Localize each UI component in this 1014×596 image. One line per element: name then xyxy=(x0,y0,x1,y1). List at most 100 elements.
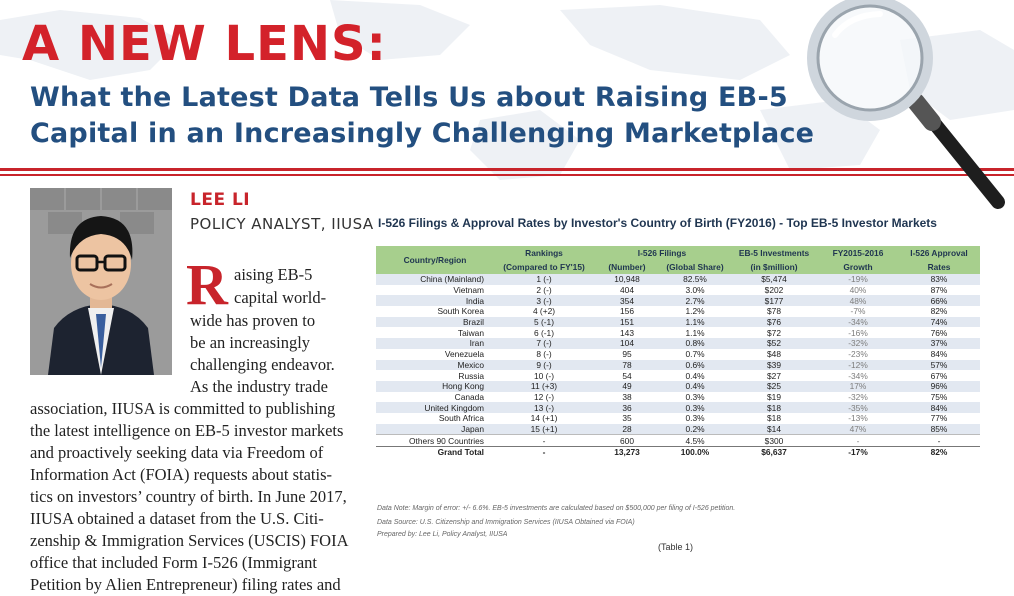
cell-number: 38 xyxy=(622,391,632,402)
article-line: association, IIUSA is committed to publi… xyxy=(30,399,336,418)
cell-growth: -34% xyxy=(818,316,898,328)
cell-rank: - xyxy=(494,445,594,458)
article-line: the latest intelligence on EB-5 investor… xyxy=(30,421,344,440)
cell-growth: -32% xyxy=(848,391,868,402)
table-row: Taiwan 6 (-1) 143 1.1% $72 -16% 76% xyxy=(376,327,980,338)
cell-investment: $18 xyxy=(730,402,818,413)
cell-share: 0.4% xyxy=(660,380,730,392)
cell-approval: 85% xyxy=(898,423,980,435)
table-row: India 3 (-) 354 2.7% $177 48% 66% xyxy=(376,295,980,307)
cell-share: 3.0% xyxy=(685,285,705,296)
header-filings-number: (Number) xyxy=(594,260,660,274)
cell-country: Venezuela xyxy=(444,349,484,360)
cell-approval: 37% xyxy=(898,338,980,349)
cell-investment: $52 xyxy=(730,338,818,349)
cell-investment: $5,474 xyxy=(730,274,818,285)
table-row: Canada 12 (-) 38 0.3% $19 -32% 75% xyxy=(376,392,980,403)
cell-share: 1.1% xyxy=(685,327,705,338)
header-rankings: Rankings xyxy=(494,246,594,260)
table-row: Brazil 5 (-1) 151 1.1% $76 -34% 74% xyxy=(376,316,980,328)
author-name: LEE LI xyxy=(190,190,251,210)
table-subheader-row: (Compared to FY'15) (Number) (Global Sha… xyxy=(376,260,980,274)
cell-country: India xyxy=(376,295,494,307)
cell-number: 95 xyxy=(622,349,632,360)
cell-investment: $177 xyxy=(730,295,818,307)
cell-investment: $14 xyxy=(730,423,818,435)
header-approval-sub: Rates xyxy=(898,260,980,274)
cell-approval: 67% xyxy=(930,370,948,381)
cell-rank: 6 (-1) xyxy=(533,327,554,338)
cell-growth: -19% xyxy=(818,274,898,285)
cell-share: 0.3% xyxy=(685,413,705,424)
article-line: zenship & Immigration Services (USCIS) F… xyxy=(30,531,349,550)
cell-rank: 12 (-) xyxy=(533,391,554,402)
cell-number: 54 xyxy=(622,370,632,381)
cell-rank: 1 (-) xyxy=(494,274,594,285)
cell-rank: 10 (-) xyxy=(533,370,554,381)
article-line: be an increasingly xyxy=(190,333,311,352)
cell-growth: 17% xyxy=(818,380,898,392)
cell-investment: $76 xyxy=(730,316,818,328)
table-row: Vietnam 2 (-) 404 3.0% $202 40% 87% xyxy=(376,285,980,296)
cell-country: Japan xyxy=(376,423,494,435)
cell-country: Taiwan xyxy=(457,327,484,338)
header-investments: EB-5 Investments xyxy=(730,246,818,260)
cell-country: Hong Kong xyxy=(376,380,494,392)
cell-number: 10,948 xyxy=(594,274,660,285)
cell-growth: 40% xyxy=(849,285,867,296)
headline-line-2: Capital in an Increasingly Challenging M… xyxy=(30,118,815,149)
article-line: challenging endeavor. xyxy=(190,355,335,374)
header-growth-sub: Growth xyxy=(818,260,898,274)
prepared-by: Prepared by: Lee Li, Policy Analyst, IIU… xyxy=(377,531,508,538)
article-headline: What the Latest Data Tells Us about Rais… xyxy=(30,80,830,152)
article-line: IIUSA obtained a dataset from the U.S. C… xyxy=(30,509,324,528)
cell-share: 1.2% xyxy=(685,306,705,317)
header-divider-top xyxy=(0,168,1014,171)
cell-number: 143 xyxy=(620,327,634,338)
header-growth: FY2015-2016 xyxy=(818,246,898,260)
cell-approval: 96% xyxy=(898,380,980,392)
table-row: Venezuela 8 (-) 95 0.7% $48 -23% 84% xyxy=(376,349,980,360)
cell-country: Vietnam xyxy=(453,285,484,296)
cell-rank: 2 (-) xyxy=(536,285,552,296)
cell-investment: $6,637 xyxy=(730,445,818,458)
table-row: United Kingdom 13 (-) 36 0.3% $18 -35% 84% xyxy=(376,402,980,413)
cell-number: 13,273 xyxy=(594,445,660,458)
cell-share: 4.5% xyxy=(660,434,730,447)
cell-share: 0.8% xyxy=(660,338,730,349)
cell-investment: $202 xyxy=(764,285,784,296)
cell-rank: - xyxy=(494,434,594,447)
cell-share: 100.0% xyxy=(660,445,730,458)
cell-growth: -34% xyxy=(848,370,868,381)
author-title: POLICY ANALYST, IIUSA xyxy=(190,215,374,233)
table-row: South Africa 14 (+1) 35 0.3% $18 -13% 77% xyxy=(376,413,980,424)
cell-growth: 48% xyxy=(818,295,898,307)
table-row: Iran 7 (-) 104 0.8% $52 -32% 37% xyxy=(376,338,980,349)
table-row: Japan 15 (+1) 28 0.2% $14 47% 85% xyxy=(376,423,980,435)
cell-approval: 75% xyxy=(930,391,948,402)
cell-investment: $48 xyxy=(767,349,781,360)
cell-growth: -7% xyxy=(850,306,866,317)
cell-country: Grand Total xyxy=(376,445,494,458)
cell-number: 28 xyxy=(594,423,660,435)
cell-rank: 7 (-) xyxy=(494,338,594,349)
cell-approval: 57% xyxy=(898,359,980,371)
cell-country: United Kingdom xyxy=(376,402,494,413)
cell-rank: 4 (+2) xyxy=(532,306,556,317)
cell-growth: -23% xyxy=(848,349,868,360)
table-row: South Korea 4 (+2) 156 1.2% $78 -7% 82% xyxy=(376,306,980,317)
article-line: office that included Form I-526 (Immigra… xyxy=(30,553,317,572)
article-line: and proactively seeking data via Freedom… xyxy=(30,443,324,462)
cell-country: South Korea xyxy=(437,306,484,317)
cell-number: 36 xyxy=(594,402,660,413)
cell-growth: -16% xyxy=(848,327,868,338)
table-title: I-526 Filings & Approval Rates by Invest… xyxy=(378,216,937,230)
cell-approval: 84% xyxy=(898,402,980,413)
cell-share: 0.2% xyxy=(660,423,730,435)
article-line: capital world- xyxy=(234,288,327,307)
table-row: Russia 10 (-) 54 0.4% $27 -34% 67% xyxy=(376,370,980,381)
cell-investment: $18 xyxy=(767,413,781,424)
cell-rank: 14 (+1) xyxy=(530,413,558,424)
cell-approval: 76% xyxy=(930,327,948,338)
cell-share: 0.3% xyxy=(660,402,730,413)
